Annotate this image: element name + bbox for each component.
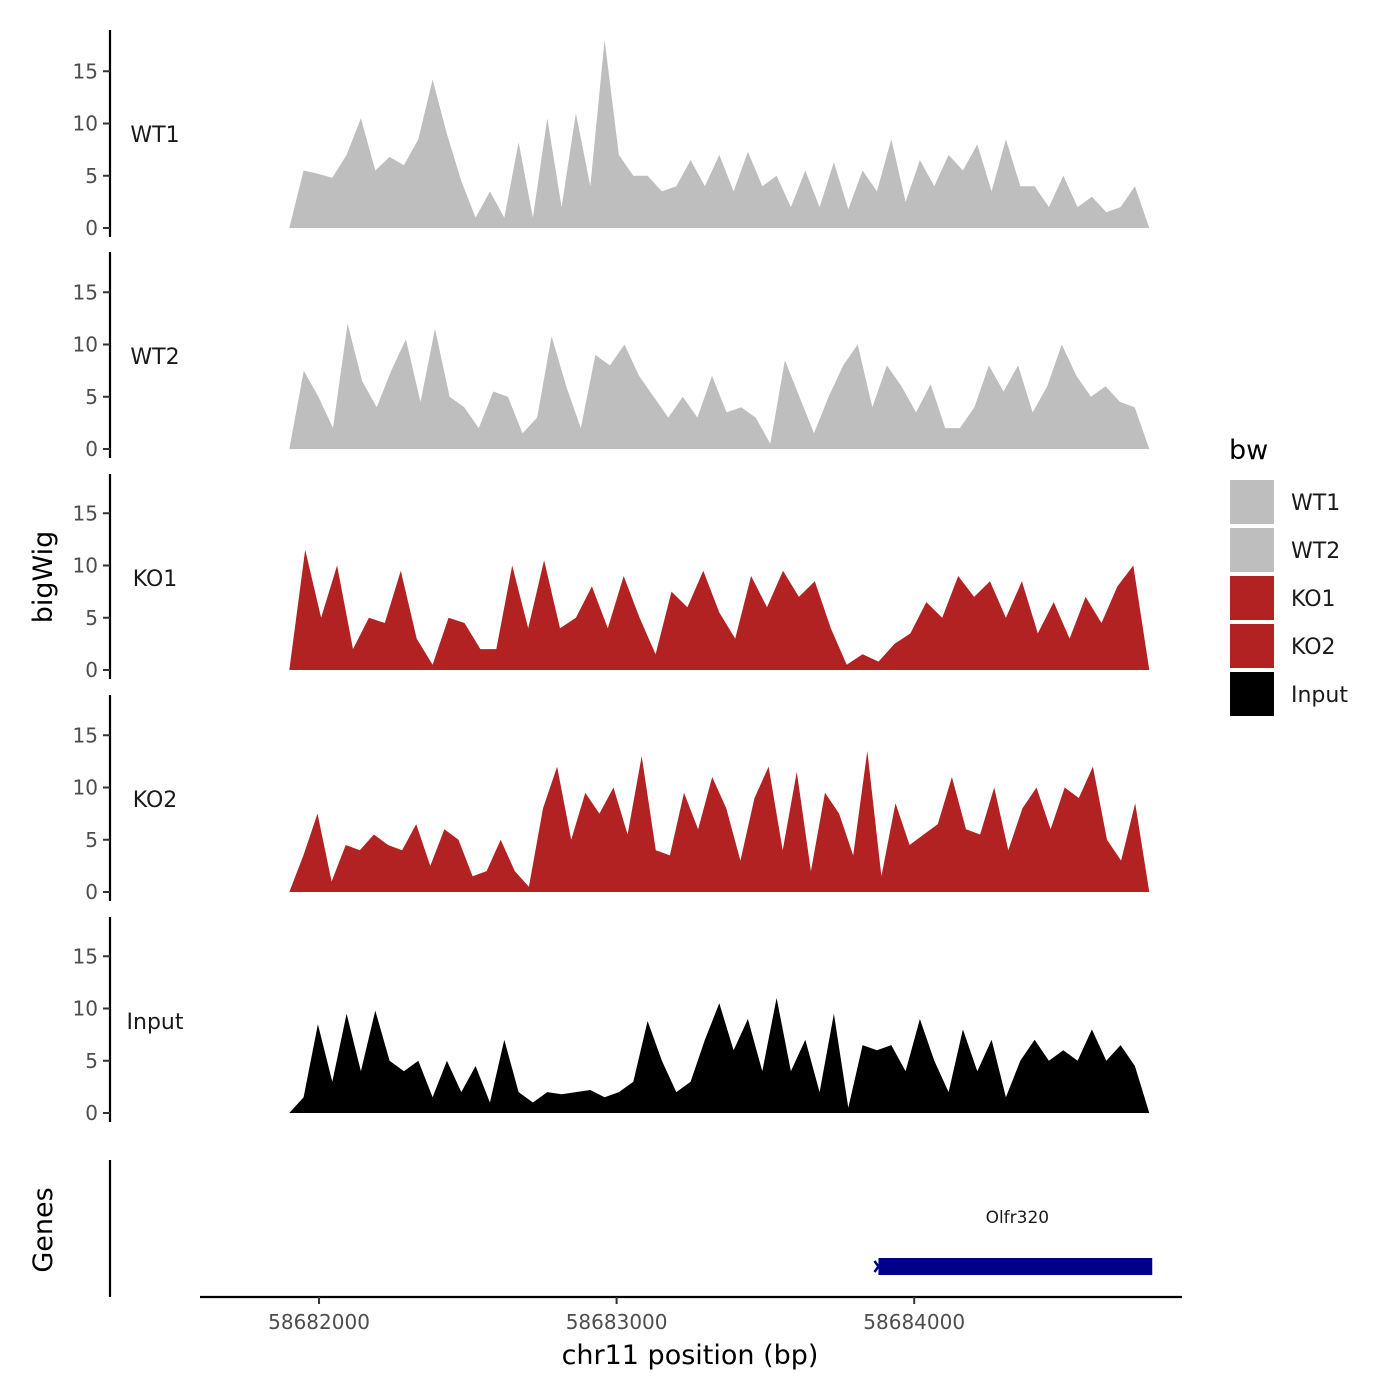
y-tick-label: 10 (73, 554, 98, 578)
tracks-panel: 0 5 10 15 WT1 0 5 10 15 WT2 0 5 10 15 KO1 0 5 10 15 KO2 0 5 10… (73, 30, 1150, 1125)
y-tick-label: 10 (73, 112, 98, 136)
gene-strand-marker (873, 1260, 881, 1273)
y-tick-label: 15 (73, 944, 98, 968)
track-label-ko2: KO2 (133, 788, 178, 813)
genes-panel: Olfr320 (108, 1160, 1153, 1297)
legend-key-input (1230, 672, 1274, 716)
y-tick-label: 0 (85, 658, 98, 682)
coverage-area-ko2 (289, 750, 1150, 892)
y-tick-label: 15 (73, 280, 98, 304)
legend-key-wt2 (1230, 528, 1274, 572)
track-label-input: Input (127, 1010, 184, 1035)
legend-key-ko2 (1230, 624, 1274, 668)
y-tick-label: 5 (85, 828, 98, 852)
x-axis: 58682000 58683000 58684000 (200, 1295, 1182, 1334)
x-tick-label: 58683000 (566, 1310, 668, 1334)
track-label-ko1: KO1 (133, 567, 178, 592)
coverage-area-input (289, 998, 1150, 1113)
legend-label-input: Input (1291, 683, 1348, 708)
y-tick-label: 5 (85, 1049, 98, 1073)
gene-body (878, 1258, 1153, 1275)
y-tick-label: 15 (73, 59, 98, 83)
y-tick-label: 5 (85, 164, 98, 188)
y-tick-label: 5 (85, 606, 98, 630)
legend: bw WT1 WT2 KO1 KO2 Input (1229, 435, 1348, 716)
x-tick-label: 58684000 (863, 1310, 965, 1334)
track-ko2: 0 5 10 15 KO2 (73, 695, 1150, 904)
legend-title: bw (1229, 435, 1268, 466)
coverage-area-wt2 (289, 323, 1150, 449)
y-tick-label: 0 (85, 437, 98, 461)
y-tick-label: 15 (73, 501, 98, 525)
legend-label-wt2: WT2 (1291, 539, 1340, 564)
y-tick-label: 5 (85, 385, 98, 409)
legend-label-ko2: KO2 (1291, 635, 1336, 660)
y-tick-label: 0 (85, 880, 98, 904)
gene-label: Olfr320 (986, 1208, 1050, 1228)
y-tick-label: 10 (73, 997, 98, 1021)
y-tick-label: 15 (73, 723, 98, 747)
legend-key-wt1 (1230, 480, 1274, 524)
legend-label-ko1: KO1 (1291, 587, 1336, 612)
y-tick-label: 10 (73, 776, 98, 800)
track-wt2: 0 5 10 15 WT2 (73, 252, 1150, 461)
genes-axis-title: Genes (28, 1187, 59, 1272)
coverage-area-wt1 (289, 39, 1150, 229)
x-axis-title: chr11 position (bp) (562, 1340, 819, 1371)
x-tick-label: 58682000 (268, 1310, 370, 1334)
track-ko1: 0 5 10 15 KO1 (73, 474, 1150, 682)
track-label-wt1: WT1 (130, 123, 179, 148)
y-axis-title: bigWig (28, 531, 59, 624)
axis-titles: bigWig Genes chr11 position (bp) (28, 531, 818, 1371)
coverage-area-ko1 (289, 549, 1150, 670)
y-tick-label: 10 (73, 333, 98, 357)
track-label-wt2: WT2 (130, 345, 179, 370)
y-tick-label: 0 (85, 216, 98, 240)
legend-key-ko1 (1230, 576, 1274, 620)
legend-label-wt1: WT1 (1291, 491, 1340, 516)
track-wt1: 0 5 10 15 WT1 (73, 30, 1150, 240)
y-tick-label: 0 (85, 1101, 98, 1125)
track-input: 0 5 10 15 Input (73, 917, 1150, 1125)
